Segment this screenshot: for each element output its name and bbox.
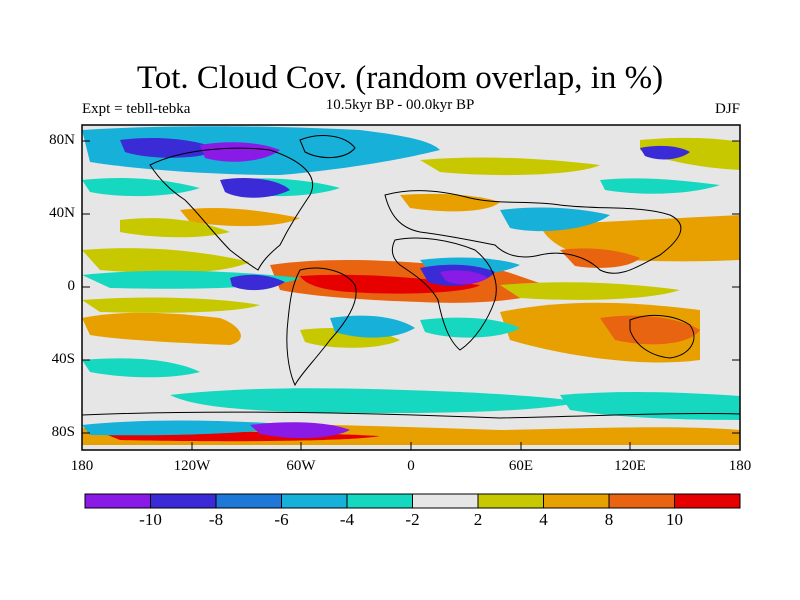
colorbar-swatch bbox=[84, 493, 151, 509]
lat-tick-marks bbox=[82, 140, 740, 434]
colorbar-label: 10 bbox=[666, 510, 683, 529]
chart-title: Tot. Cloud Cov. (random overlap, in %) bbox=[136, 60, 664, 96]
purple-anomalies bbox=[120, 138, 690, 439]
lon-label-180e: 180 bbox=[728, 458, 752, 474]
lon-label-60w: 60W bbox=[286, 458, 316, 474]
colorbar-label: 4 bbox=[539, 510, 548, 529]
chart-subtitle: 10.5kyr BP - 00.0kyr BP bbox=[325, 97, 475, 113]
eurasia-outline bbox=[384, 190, 682, 274]
africa-outline bbox=[391, 237, 497, 351]
colorbar-label: -2 bbox=[405, 510, 420, 529]
colorbar-swatch bbox=[215, 493, 282, 509]
season-label: DJF bbox=[714, 101, 740, 117]
colorbar-swatch bbox=[412, 493, 479, 509]
colorbar-swatch bbox=[477, 493, 544, 509]
lat-label-40s: 40S bbox=[51, 351, 75, 367]
colorbar-label: -4 bbox=[339, 510, 355, 529]
coastlines bbox=[81, 135, 741, 419]
lat-label-0: 0 bbox=[67, 278, 76, 294]
greenland-outline bbox=[299, 135, 356, 158]
colorbar-label: -10 bbox=[139, 510, 162, 529]
colorbar bbox=[84, 493, 741, 509]
colorbar-label: -6 bbox=[274, 510, 289, 529]
lat-label-40n: 40N bbox=[49, 205, 75, 221]
lon-label-60e: 60E bbox=[508, 458, 534, 474]
lat-label-80s: 80S bbox=[51, 424, 75, 440]
lon-label-120e: 120E bbox=[614, 458, 646, 474]
lon-tick-marks bbox=[81, 442, 741, 450]
lon-label-180w: 180 bbox=[70, 458, 94, 474]
antarctica-coast bbox=[81, 411, 741, 419]
colorbar-swatch bbox=[346, 493, 413, 509]
colorbar-swatch bbox=[674, 493, 741, 509]
colorbar-swatch bbox=[543, 493, 610, 509]
colorbar-label: 2 bbox=[473, 510, 483, 529]
south-america-outline bbox=[286, 267, 357, 387]
colorbar-swatch bbox=[608, 493, 675, 509]
australia-outline bbox=[629, 315, 695, 359]
lon-label-120w: 120W bbox=[173, 458, 211, 474]
colorbar-label: 8 bbox=[604, 510, 614, 529]
experiment-label: Expt = tebll-tebka bbox=[82, 101, 191, 117]
yellow-anomalies bbox=[82, 137, 740, 348]
north-america-outline bbox=[149, 147, 313, 271]
lat-label-80n: 80N bbox=[49, 132, 75, 148]
colorbar-swatch bbox=[281, 493, 348, 509]
colorbar-swatch bbox=[150, 493, 217, 509]
colorbar-label: -8 bbox=[208, 510, 224, 529]
lon-label-0: 0 bbox=[407, 458, 415, 474]
